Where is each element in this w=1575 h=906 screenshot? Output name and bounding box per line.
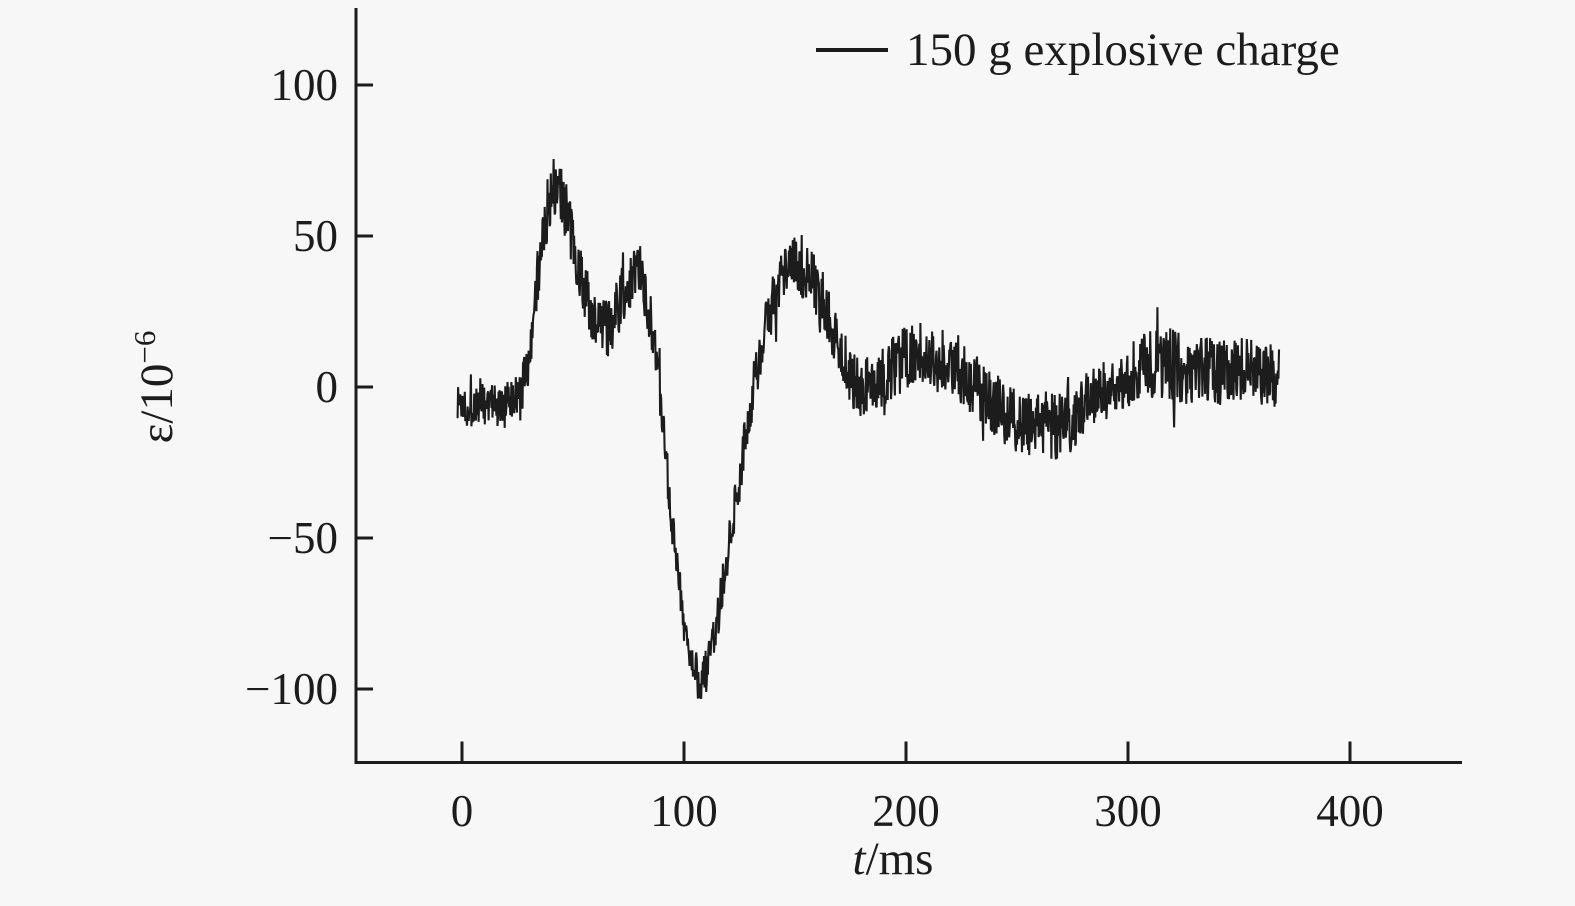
plot-axes: 100 50 0 −50 −100 0 100 200 300 400 [245, 8, 1462, 836]
legend-label: 150 g explosive charge [906, 24, 1340, 76]
y-axis-label: ε/10−6 [127, 331, 183, 444]
y-tick-label: −100 [245, 664, 338, 714]
x-tick-label: 0 [451, 786, 474, 836]
x-ticks: 0 100 200 300 400 [451, 741, 1384, 836]
y-tick-label: 0 [316, 362, 339, 412]
y-tick-label: 50 [293, 211, 338, 261]
x-tick-label: 100 [650, 786, 718, 836]
x-axis-label-unit: /ms [866, 833, 934, 885]
x-axis-label: t/ms [853, 833, 934, 885]
y-axis-label-base: ε/10 [131, 364, 183, 444]
legend: 150 g explosive charge [816, 24, 1340, 76]
x-tick-label: 400 [1316, 786, 1384, 836]
y-tick-label: −50 [268, 513, 338, 563]
y-axis-label-exponent: −6 [127, 331, 162, 364]
y-tick-label: 100 [271, 60, 339, 110]
x-tick-label: 300 [1094, 786, 1162, 836]
signal-trace [456, 158, 1281, 700]
x-axis-label-symbol: t [853, 833, 867, 885]
x-tick-label: 200 [872, 786, 940, 836]
y-ticks: 100 50 0 −50 −100 [245, 60, 373, 714]
